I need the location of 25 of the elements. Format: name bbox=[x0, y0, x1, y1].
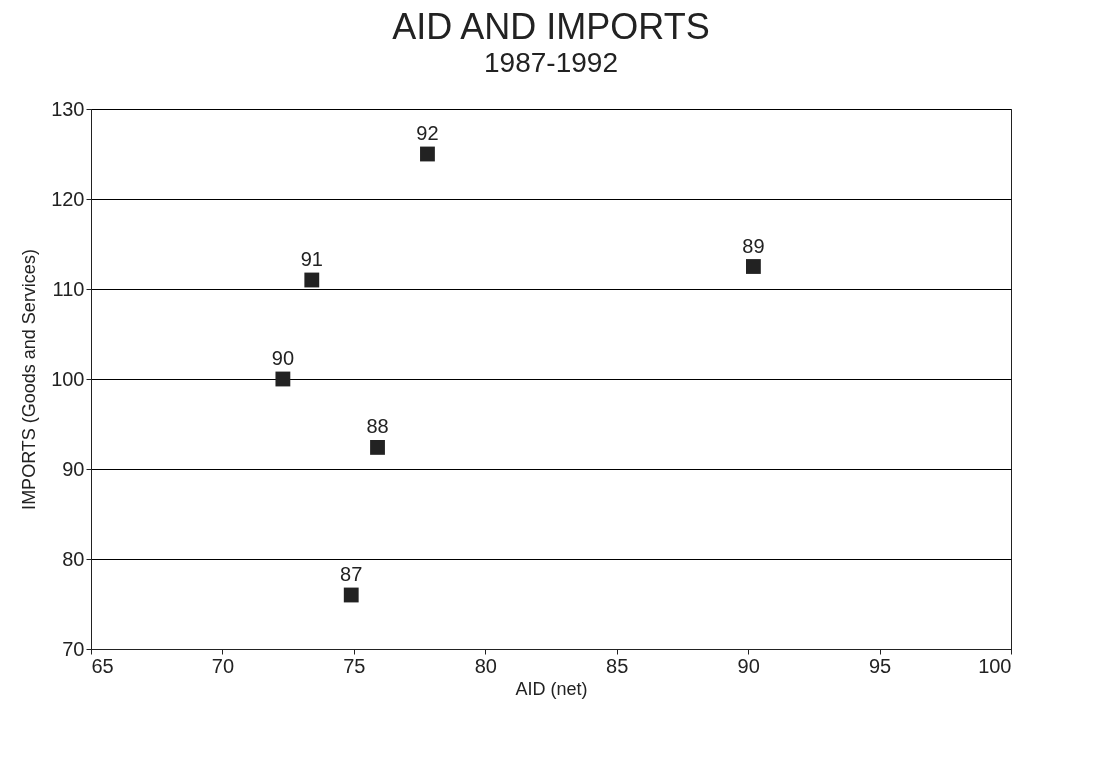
chart-subtitle: 1987-1992 bbox=[484, 47, 618, 78]
y-tick-label: 100 bbox=[51, 367, 85, 390]
annotation: 91 bbox=[300, 248, 323, 270]
y-tick-label: 120 bbox=[51, 187, 85, 210]
y-tick-label: 70 bbox=[62, 637, 85, 660]
chart-title: AID AND IMPORTS bbox=[392, 6, 710, 47]
x-tick-label: 65 bbox=[91, 654, 114, 677]
x-tick-label: 100 bbox=[978, 654, 1012, 677]
x-tick-label: 75 bbox=[343, 654, 366, 677]
x-tick-label: 70 bbox=[211, 654, 235, 677]
annotation: 90 bbox=[271, 347, 295, 369]
y-tick-label: 110 bbox=[52, 277, 85, 300]
y-axis-title: IMPORTS (Goods and Services) bbox=[19, 249, 40, 510]
y-tick-label: 80 bbox=[62, 547, 85, 570]
x-tick-label: 95 bbox=[868, 654, 892, 677]
annotation: 88 bbox=[366, 415, 389, 438]
y-tick-label: 130 bbox=[51, 97, 85, 120]
x-tick-label: 85 bbox=[606, 654, 629, 677]
x-axis-title: AID (net) bbox=[515, 678, 588, 699]
x-tick-label: 90 bbox=[737, 654, 760, 677]
annotation: 89 bbox=[742, 234, 765, 257]
x-tick-label: 80 bbox=[474, 654, 497, 677]
y-tick-label: 90 bbox=[62, 457, 85, 480]
annotation: 87 bbox=[340, 563, 363, 585]
annotation: 92 bbox=[416, 122, 439, 144]
